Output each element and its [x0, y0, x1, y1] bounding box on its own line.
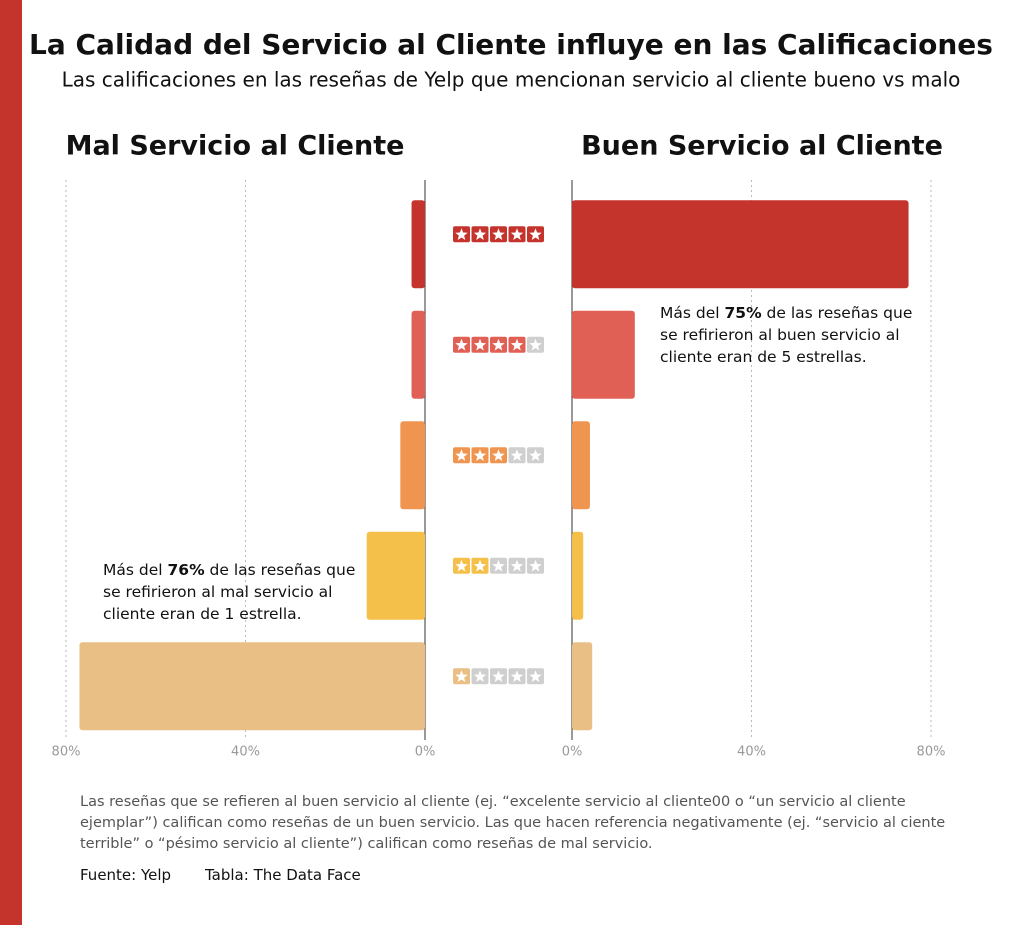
bar	[572, 531, 584, 620]
star	[510, 338, 524, 351]
star	[455, 449, 468, 462]
star	[492, 338, 505, 351]
annotation-text: de las reseñas que se refirieron al buen…	[660, 304, 913, 366]
star	[473, 228, 487, 241]
source: Fuente: Yelp	[80, 866, 172, 884]
star	[492, 449, 505, 462]
bar	[572, 421, 590, 510]
star	[510, 228, 524, 241]
x-tick-label: 40%	[231, 745, 260, 760]
bar	[411, 200, 425, 289]
star	[455, 670, 468, 683]
star-rating	[453, 668, 544, 685]
side-strip	[0, 0, 22, 925]
star	[455, 228, 468, 241]
x-tick-label: 40%	[737, 745, 766, 760]
star-rating	[453, 557, 544, 574]
annotation-text: 76%	[167, 561, 205, 579]
bar	[366, 531, 425, 620]
bar	[79, 642, 426, 731]
star	[473, 559, 487, 572]
footnote: Las reseñas que se refieren al buen serv…	[80, 794, 946, 852]
star	[529, 228, 542, 241]
star	[455, 338, 468, 351]
star	[510, 449, 524, 462]
star	[510, 559, 524, 572]
annotation-text: de las reseñas que se refirieron al mal …	[103, 561, 356, 623]
x-tick-label: 80%	[52, 745, 81, 760]
panel-title: Buen Servicio al Cliente	[581, 131, 943, 162]
star	[473, 338, 487, 351]
credit: Tabla: The Data Face	[205, 866, 361, 884]
star-rating	[453, 447, 544, 464]
star	[473, 449, 487, 462]
bar	[400, 421, 425, 510]
x-tick-label: 0%	[415, 745, 436, 760]
annotation-text: Más del	[103, 561, 163, 579]
bar	[572, 642, 593, 731]
star-rating	[453, 226, 544, 243]
star	[529, 559, 542, 572]
panel-title: Mal Servicio al Cliente	[66, 131, 405, 162]
bar	[411, 310, 425, 399]
bar	[572, 200, 909, 289]
star-rating	[453, 336, 544, 353]
bar	[572, 310, 635, 399]
annotation-text: 75%	[724, 304, 762, 322]
x-tick-label: 0%	[562, 745, 583, 760]
star	[510, 670, 524, 683]
annotation-text: Más del	[660, 304, 720, 322]
x-tick-label: 80%	[917, 745, 946, 760]
star	[455, 559, 468, 572]
annotation: Más del 75% de las reseñas que se refiri…	[660, 302, 920, 368]
annotation: Más del 76% de las reseñas que se refiri…	[103, 559, 363, 625]
star	[529, 449, 542, 462]
star	[529, 670, 542, 683]
star	[492, 559, 505, 572]
star	[492, 670, 505, 683]
star	[473, 670, 487, 683]
chart-title: La Calidad del Servicio al Cliente influ…	[29, 28, 993, 61]
star	[529, 338, 542, 351]
chart-subtitle: Las calificaciones en las reseñas de Yel…	[62, 68, 961, 92]
star	[492, 228, 505, 241]
